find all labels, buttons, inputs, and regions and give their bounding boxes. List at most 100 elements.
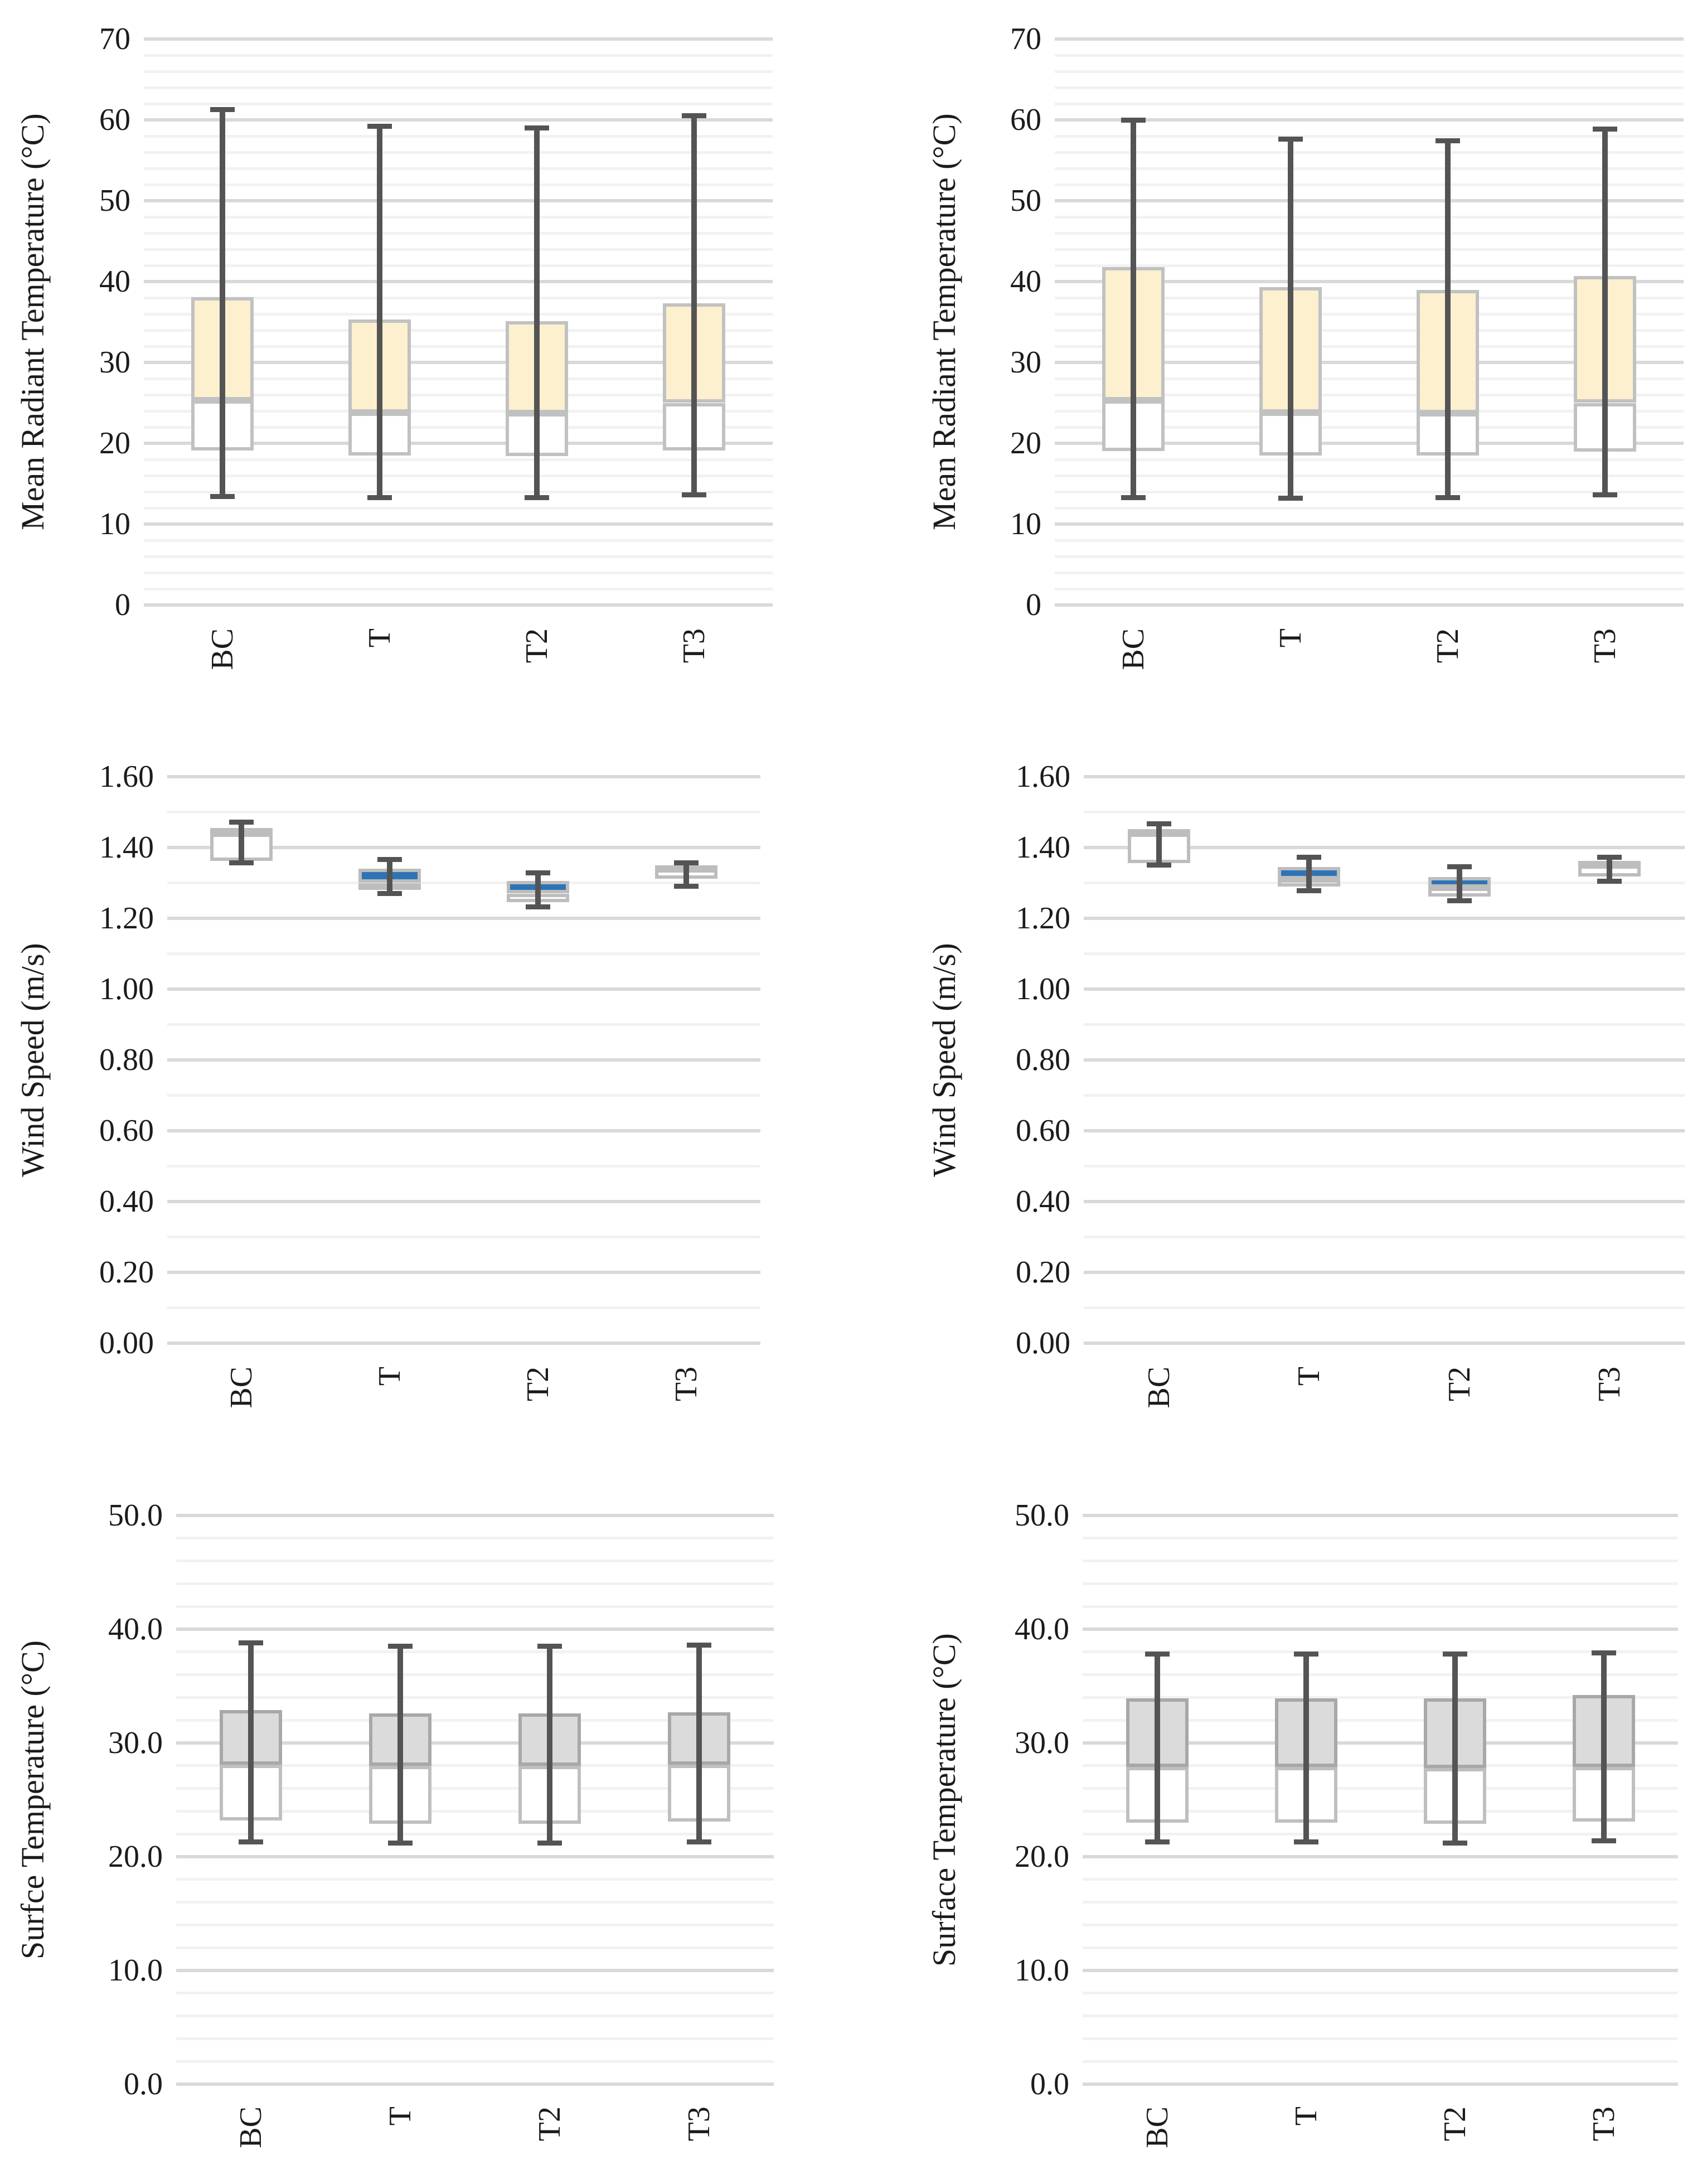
gridline-major [1084, 1129, 1685, 1132]
gridline-minor [1055, 490, 1684, 493]
y-tick-label: 40 [1010, 264, 1041, 299]
whisker-line [1306, 857, 1312, 891]
gridline-minor [144, 393, 773, 396]
whisker-cap-bottom [537, 1841, 562, 1846]
x-category-label: T2 [520, 628, 554, 664]
gridline-minor [176, 1946, 774, 1949]
x-category-label: T2 [521, 1367, 555, 1402]
whisker-cap-top [239, 1640, 263, 1645]
whisker-line [1601, 1653, 1607, 1841]
gridline-minor [1055, 328, 1684, 332]
y-tick-label: 0.0 [124, 2067, 163, 2101]
gridline-minor [176, 1992, 774, 1995]
whisker-line [239, 822, 244, 863]
whisker-line [547, 1646, 552, 1843]
whisker-line [1602, 129, 1608, 495]
gridline-minor [1084, 952, 1685, 955]
box-lower [1428, 887, 1491, 897]
box-upper [663, 303, 725, 403]
gridline-minor [144, 345, 773, 348]
gridline-minor [1055, 555, 1684, 558]
whisker-cap-bottom [1593, 492, 1617, 498]
whisker-cap-top [1593, 126, 1617, 132]
gridline-major [144, 37, 773, 41]
box-lower [506, 413, 568, 457]
gridline-minor [1055, 102, 1684, 105]
gridline-minor [144, 328, 773, 332]
gridline-minor [1083, 2060, 1678, 2063]
box-upper [348, 319, 411, 413]
gridline-minor [1083, 1718, 1678, 1722]
y-tick-label: 50 [99, 183, 130, 218]
y-tick-label: 1.40 [99, 830, 154, 865]
gridline-major [1055, 37, 1684, 41]
gridline-major [1083, 1855, 1678, 1858]
x-category-label: T2 [532, 2106, 567, 2142]
x-category-label: T [372, 1367, 407, 1386]
gridline-major [176, 1969, 774, 1972]
gridline-minor [167, 1165, 760, 1168]
y-tick-label: 1.60 [99, 759, 154, 794]
gridline-major [144, 361, 773, 364]
whisker-cap-top [388, 1644, 413, 1649]
box-upper [1574, 275, 1636, 403]
box-lower [1126, 1766, 1189, 1823]
x-category-label: T3 [682, 2106, 716, 2142]
gridline-minor [176, 1901, 774, 1904]
y-tick-label: 70 [99, 22, 130, 56]
gridline-major [1083, 2083, 1678, 2086]
box-upper [369, 1713, 431, 1766]
gridline-minor [1083, 2014, 1678, 2018]
whisker-cap-bottom [210, 494, 235, 500]
gridline-minor [144, 506, 773, 510]
gridline-minor [176, 1764, 774, 1767]
gridline-major [1084, 1200, 1685, 1203]
y-tick-label: 0.40 [99, 1184, 154, 1219]
whisker-cap-bottom [367, 495, 392, 500]
gridline-minor [176, 1787, 774, 1790]
y-axis-title: Wind Speed (m/s) [926, 943, 962, 1177]
x-category-label: T [1292, 1367, 1327, 1386]
box-lower [663, 403, 725, 451]
gridline-minor [144, 555, 773, 558]
box-upper [1259, 287, 1322, 413]
whisker-line [1131, 120, 1136, 498]
gridline-minor [1055, 571, 1684, 574]
whisker-cap-top [1442, 1652, 1467, 1657]
whisker-cap-top [687, 1643, 711, 1648]
whisker-cap-bottom [388, 1841, 413, 1846]
box-upper [1126, 1698, 1189, 1767]
whisker-cap-bottom [1436, 495, 1460, 500]
whisker-cap-top [1591, 1650, 1616, 1656]
whisker-cap-bottom [526, 904, 550, 910]
box-lower [1102, 400, 1165, 452]
whisker-cap-top [377, 857, 402, 863]
box-upper [1127, 829, 1190, 836]
gridline-major [1055, 118, 1684, 122]
y-tick-label: 70 [1010, 22, 1041, 56]
gridline-minor [176, 1696, 774, 1699]
y-axis-title: Mean Radiant Temperature (°C) [926, 113, 962, 531]
gridline-minor [176, 1560, 774, 1563]
box-upper [210, 828, 273, 835]
gridline-minor [144, 215, 773, 219]
x-category-label: T [1273, 628, 1308, 648]
gridline-minor [144, 296, 773, 299]
gridline-minor [1084, 1094, 1685, 1097]
gridline-minor [1055, 312, 1684, 316]
gridline-major [144, 118, 773, 122]
gridline-minor [144, 425, 773, 429]
gridline-minor [1055, 183, 1684, 186]
y-tick-label: 0.20 [99, 1255, 154, 1290]
gridline-major [144, 280, 773, 283]
gridline-minor [144, 183, 773, 186]
y-tick-label: 30 [99, 345, 130, 380]
gridline-major [176, 1514, 774, 1517]
gridline-minor [176, 1923, 774, 1926]
gridline-minor [1084, 811, 1685, 813]
gridline-major [176, 2083, 774, 2086]
